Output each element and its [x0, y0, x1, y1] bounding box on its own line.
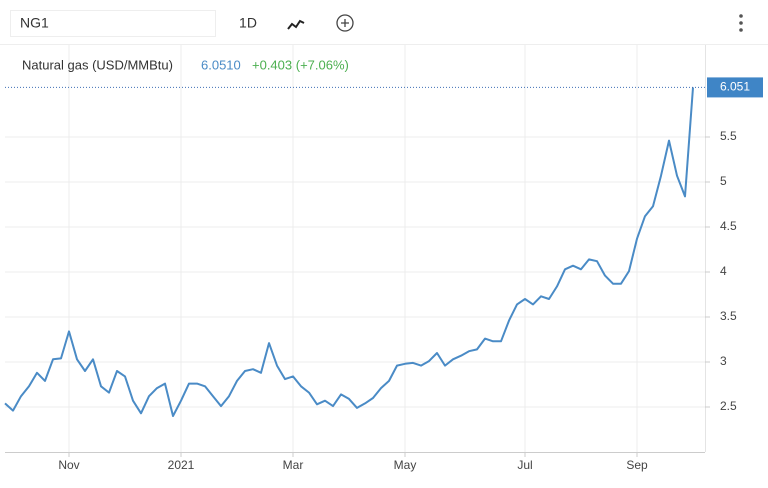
y-tick-label: 3: [720, 354, 727, 368]
symbol-input[interactable]: [10, 10, 216, 37]
chart-title: Natural gas (USD/MMBtu): [22, 57, 173, 72]
chart-type-icon[interactable]: [287, 19, 305, 30]
plot: [4, 45, 705, 452]
price: 6.0510: [201, 57, 241, 72]
y-tick-label: 2.5: [720, 399, 737, 413]
x-tick-label: Jul: [517, 458, 532, 472]
add-button[interactable]: [336, 14, 354, 32]
y-tick-label: 4: [720, 264, 727, 278]
last-price-box: [707, 77, 763, 98]
x-tick-label: May: [394, 458, 417, 472]
menu-button[interactable]: [739, 14, 743, 32]
y-tick-label: 4.5: [720, 219, 737, 233]
symbol-text: NG1: [20, 15, 49, 31]
price-line: [4, 87, 694, 417]
y-tick-label: 5.5: [720, 129, 737, 143]
y-tick-label: 3.5: [720, 309, 737, 323]
add-icon: [341, 19, 349, 27]
change: +0.403 (+7.06%): [252, 57, 349, 72]
interval-button[interactable]: 1D: [239, 15, 257, 31]
y-tick-label: 5: [720, 174, 727, 188]
x-tick-label: Mar: [283, 458, 304, 472]
x-tick-label: Nov: [58, 458, 79, 472]
x-tick-label: 2021: [168, 458, 195, 472]
last-price-label: 6.051: [720, 80, 750, 94]
x-tick-label: Sep: [626, 458, 648, 472]
